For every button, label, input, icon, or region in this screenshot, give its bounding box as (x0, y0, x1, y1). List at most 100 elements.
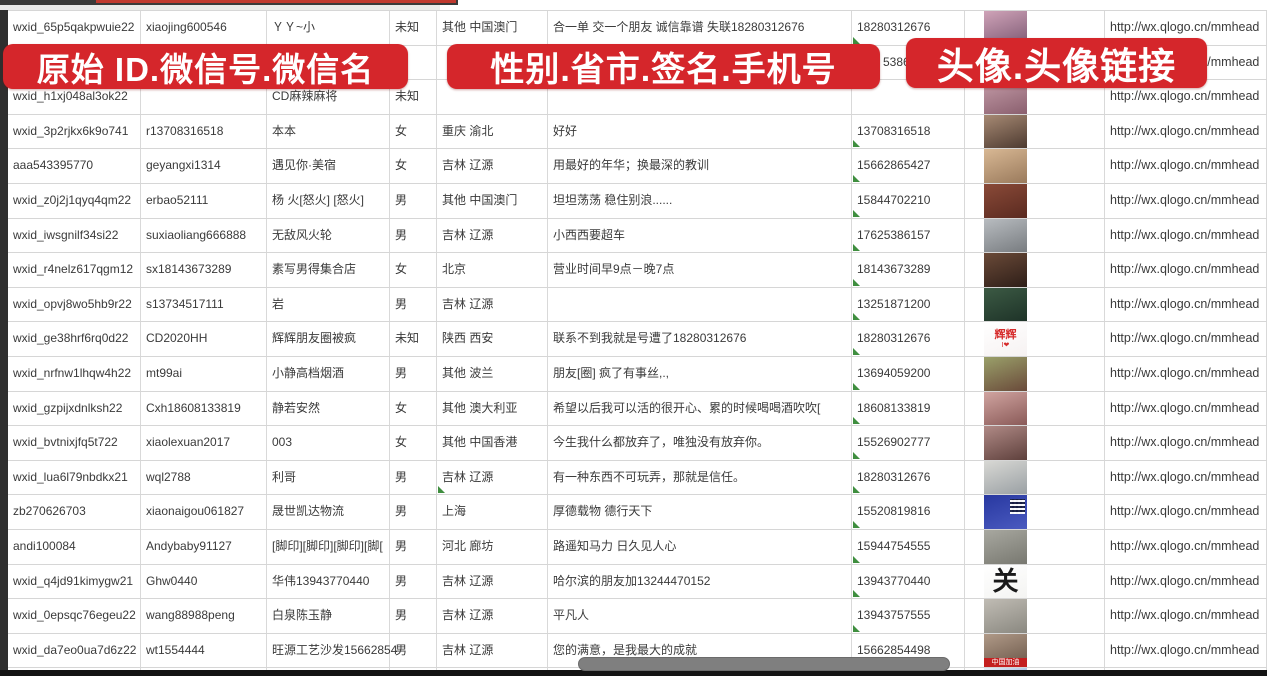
cell-phone-number[interactable]: 15526902777 (852, 426, 965, 460)
cell-phone-number[interactable]: 15520819816 (852, 495, 965, 529)
cell-wechat-id[interactable]: mt99ai (141, 356, 267, 391)
cell-avatar-link[interactable]: http://wx.qlogo.cn/mmhead (1105, 460, 1267, 495)
cell-province-city[interactable]: 其他 波兰 (437, 356, 548, 391)
cell-wechat-name[interactable]: 晟世凯达物流 (267, 495, 390, 529)
cell-gender[interactable]: 未知 (390, 80, 437, 114)
cell-avatar-link[interactable]: http://wx.qlogo.cn/mmhead (1105, 529, 1267, 564)
cell-avatar[interactable] (965, 356, 1105, 391)
cell-avatar[interactable] (965, 426, 1105, 460)
cell-avatar[interactable]: 关 (965, 564, 1105, 599)
cell-original-id[interactable]: wxid_da7eo0ua7d6z22 (8, 633, 141, 668)
cell-original-id[interactable]: wxid_ge38hrf6rq0d22 (8, 322, 141, 356)
avatar-image[interactable] (984, 114, 1027, 149)
cell-wechat-name[interactable]: 旺源工艺沙发15662854 (267, 633, 397, 668)
cell-gender[interactable]: 未知 (390, 322, 437, 356)
cell-avatar[interactable] (965, 460, 1105, 495)
cell-phone-number[interactable]: 13943757555 (852, 599, 965, 633)
cell-original-id[interactable]: wxid_nrfnw1lhqw4h22 (8, 356, 141, 391)
cell-wechat-name[interactable]: [脚印][脚印][脚印][脚[ (267, 529, 390, 564)
cell-original-id[interactable]: andi100084 (8, 529, 141, 564)
cell-original-id[interactable]: wxid_65p5qakpwuie22 (8, 11, 141, 45)
cell-original-id[interactable]: wxid_gzpijxdnlksh22 (8, 391, 141, 426)
cell-province-city[interactable]: 吉林 辽源 (437, 460, 548, 495)
cell-wechat-name[interactable]: 辉辉朋友圈被疯 (267, 322, 390, 356)
cell-wechat-id[interactable]: wang88988peng (141, 599, 267, 633)
cell-wechat-name[interactable]: 本本 (267, 114, 390, 149)
cell-wechat-name[interactable]: 003 (267, 426, 390, 460)
cell-phone-number[interactable]: 18608133819 (852, 391, 965, 426)
cell-avatar[interactable] (965, 218, 1105, 253)
cell-gender[interactable]: 女 (390, 149, 437, 183)
cell-avatar-link[interactable]: http://wx.qlogo.cn/mmhead (1105, 426, 1267, 460)
cell-wechat-id[interactable]: CD2020HH (141, 322, 267, 356)
avatar-image[interactable] (984, 356, 1027, 391)
cell-avatar[interactable] (965, 391, 1105, 426)
cell-original-id[interactable]: wxid_h1xj048al3ok22 (8, 80, 141, 114)
cell-gender[interactable]: 女 (390, 426, 437, 460)
cell-province-city[interactable]: 其他 中国香港 (437, 426, 548, 460)
cell-province-city[interactable]: 陕西 西安 (437, 322, 548, 356)
avatar-image[interactable]: 中国加油 (984, 633, 1027, 668)
cell-province-city[interactable]: 河北 廊坊 (437, 529, 548, 564)
cell-original-id[interactable]: wxid_opvj8wo5hb9r22 (8, 287, 141, 322)
cell-wechat-name[interactable]: 华伟13943770440 (267, 564, 390, 599)
cell-phone-number[interactable]: 13251871200 (852, 287, 965, 322)
cell-wechat-name[interactable]: 利哥 (267, 460, 390, 495)
cell-avatar-link[interactable]: http://wx.qlogo.cn/mmhead (1105, 599, 1267, 633)
avatar-image[interactable]: 辉辉 I❤ (984, 322, 1027, 356)
cell-avatar-link[interactable]: http://wx.qlogo.cn/mmhead (1105, 253, 1267, 287)
cell-signature[interactable] (548, 287, 852, 322)
cell-avatar-link[interactable]: http://wx.qlogo.cn/mmhead (1105, 633, 1267, 668)
cell-avatar-link[interactable]: http://wx.qlogo.cn/mmhead (1105, 287, 1267, 322)
cell-phone-number[interactable]: 15662865427 (852, 149, 965, 183)
cell-wechat-id[interactable]: Andybaby91127 (141, 529, 267, 564)
cell-signature[interactable]: 合一单 交一个朋友 诚信靠谱 失联18280312676 (548, 11, 852, 45)
cell-wechat-id[interactable]: Cxh18608133819 (141, 391, 267, 426)
cell-gender[interactable]: 男 (390, 599, 437, 633)
cell-wechat-id[interactable]: suxiaoliang666888 (141, 218, 267, 253)
cell-signature[interactable]: 路遥知马力 日久见人心 (548, 529, 852, 564)
cell-gender[interactable]: 男 (390, 564, 437, 599)
cell-wechat-name[interactable]: 素写男得集合店 (267, 253, 390, 287)
cell-province-city[interactable]: 吉林 辽源 (437, 218, 548, 253)
cell-gender[interactable]: 未知 (390, 11, 437, 45)
cell-signature[interactable]: 联系不到我就是号遭了18280312676 (548, 322, 852, 356)
cell-avatar-link[interactable]: http://wx.qlogo.cn/mmhead (1105, 114, 1267, 149)
avatar-image[interactable] (984, 218, 1027, 253)
cell-original-id[interactable]: wxid_0epsqc76egeu22 (8, 599, 141, 633)
cell-province-city[interactable]: 重庆 渝北 (437, 114, 548, 149)
cell-phone-number[interactable]: 18280312676 (852, 322, 965, 356)
avatar-image[interactable] (984, 253, 1027, 287)
avatar-image[interactable] (984, 287, 1027, 322)
cell-gender[interactable]: 男 (390, 460, 437, 495)
cell-avatar[interactable] (965, 183, 1105, 218)
cell-wechat-id[interactable]: xiaojing600546 (141, 11, 267, 45)
cell-wechat-name[interactable]: 静若安然 (267, 391, 390, 426)
cell-signature[interactable]: 好好 (548, 114, 852, 149)
cell-province-city[interactable]: 吉林 辽源 (437, 564, 548, 599)
cell-original-id[interactable]: wxid_bvtnixjfq5t722 (8, 426, 141, 460)
avatar-image[interactable] (984, 460, 1027, 495)
cell-province-city[interactable]: 北京 (437, 253, 548, 287)
cell-phone-number[interactable]: 13943770440 (852, 564, 965, 599)
cell-phone-number[interactable]: 15844702210 (852, 183, 965, 218)
cell-original-id[interactable]: wxid_z0j2j1qyq4qm22 (8, 183, 141, 218)
cell-wechat-id[interactable]: xiaonaigou061827 (141, 495, 267, 529)
cell-gender[interactable]: 男 (390, 218, 437, 253)
cell-province-city[interactable]: 其他 中国澳门 (437, 183, 548, 218)
cell-signature[interactable] (548, 80, 852, 114)
cell-signature[interactable]: 营业时间早9点－晚7点 (548, 253, 852, 287)
cell-avatar-link[interactable]: http://wx.qlogo.cn/mmhead (1105, 356, 1267, 391)
avatar-image[interactable] (984, 391, 1027, 426)
cell-original-id[interactable]: wxid_3p2rjkx6k9o741 (8, 114, 141, 149)
cell-avatar[interactable] (965, 114, 1105, 149)
cell-signature[interactable]: 您的满意，是我最大的成就 (548, 633, 852, 668)
cell-signature[interactable]: 今生我什么都放弃了，唯独没有放弃你。 (548, 426, 852, 460)
cell-province-city[interactable] (437, 80, 548, 114)
cell-avatar[interactable] (965, 495, 1105, 529)
cell-phone-number[interactable]: 13694059200 (852, 356, 965, 391)
avatar-image[interactable] (984, 149, 1027, 183)
cell-province-city[interactable]: 其他 中国澳门 (437, 11, 548, 45)
cell-avatar[interactable] (965, 149, 1105, 183)
cell-phone-number[interactable]: 15944754555 (852, 529, 965, 564)
